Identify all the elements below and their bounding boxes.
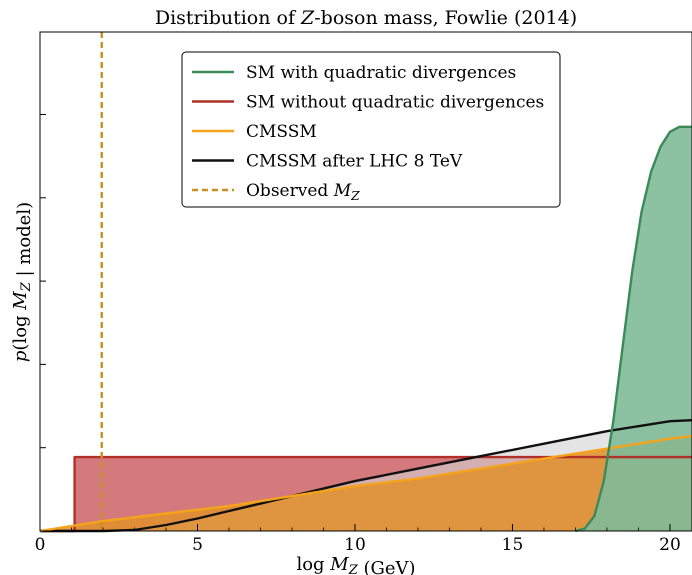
y-axis-label: p(log MZ | model) (10, 202, 35, 362)
y-ticks (40, 114, 46, 532)
chart-title: Distribution of Z-boson mass, Fowlie (20… (155, 7, 577, 29)
x-tick-label: 5 (192, 535, 203, 555)
x-tick-label: 0 (35, 535, 46, 555)
x-tick-label: 15 (502, 535, 524, 555)
series-fills (40, 126, 692, 532)
legend-box (181, 51, 561, 208)
legend-label-sm-with-quadratic-divergences: SM with quadratic divergences (246, 63, 516, 83)
series-line-cmssm (39, 435, 692, 533)
legend-label-observed-m-z: Observed MZ (246, 181, 360, 203)
x-tick-label: 20 (659, 535, 681, 555)
x-axis-label: log MZ (GeV) (296, 554, 415, 575)
x-ticks: 0 5 10 15 20 (35, 524, 681, 555)
legend: SM with quadratic divergences SM without … (181, 51, 561, 208)
legend-label-cmssm: CMSSM (246, 122, 317, 142)
series-fill-sm-with-quadratic-divergences (575, 126, 692, 532)
series-line-sm-with-quadratic-divergences (575, 125, 692, 533)
series-fill-cmssm (40, 436, 692, 531)
legend-label-sm-without-quadratic-divergences: SM without quadratic divergences (246, 93, 544, 113)
x-tick-label: 10 (344, 535, 366, 555)
series-line-cmssm-after-lhc-8-tev (40, 419, 692, 533)
legend-label-cmssm-after-lhc-8-tev: CMSSM after LHC 8 TeV (246, 152, 463, 172)
